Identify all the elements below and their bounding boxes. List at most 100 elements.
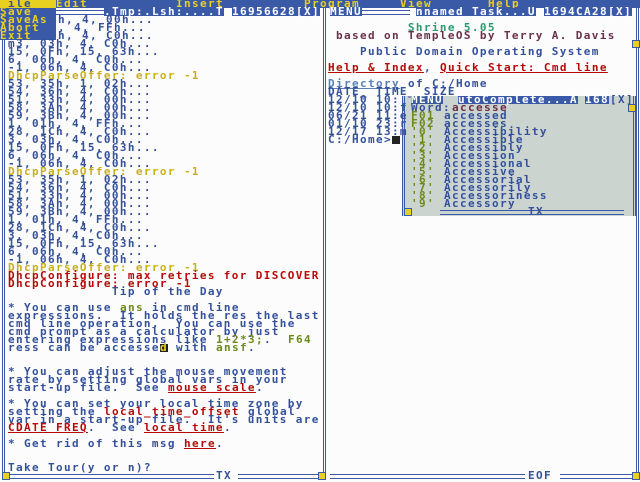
menu-button[interactable]: MENU (330, 5, 362, 18)
autocomplete-item[interactable]: Accessional (444, 157, 532, 170)
text: 06/21 11:e (328, 109, 408, 122)
text: F64 (288, 333, 312, 346)
autocomplete-key[interactable]: '3' (411, 149, 435, 162)
task-id: 16956628 (232, 5, 296, 18)
menu-program[interactable]: Program (304, 0, 360, 10)
text: 12/10 10: (328, 93, 400, 106)
autocomplete-key[interactable]: '4' (411, 157, 435, 170)
text: . (216, 437, 224, 450)
menu-item-saveas[interactable]: SaveAs (0, 13, 48, 26)
text: local_time_offset (104, 405, 240, 418)
autocomplete-key[interactable]: '7' (411, 181, 435, 194)
autocomplete-key[interactable]: '0' (411, 125, 435, 138)
text: 53, 35h, 1, 02h... (8, 77, 152, 90)
autocomplete-key[interactable]: '1' (411, 133, 435, 146)
text: 53, 35h, 1, 02h... (8, 173, 152, 186)
file-menu-dropdown (0, 8, 56, 40)
text: based on TempleOS by Terry A. Davis (328, 29, 616, 42)
text: DhcpConfigure: max retries for DISCOVER (8, 269, 320, 282)
autocomplete-key[interactable]: F01 (411, 109, 435, 122)
link[interactable]: CDATE FREQ (8, 421, 88, 434)
text: . See (88, 421, 144, 434)
autocomplete-item[interactable]: Accessibility (444, 125, 548, 138)
autocomplete-item[interactable]: accessed (444, 109, 508, 122)
menu-item-abort[interactable]: Abort (0, 21, 40, 34)
text: -1, 06h, 4, C0h... (8, 253, 152, 266)
autocomplete-key[interactable]: '6' (411, 173, 435, 186)
link[interactable]: d (160, 341, 168, 354)
text: rate by setting global vars in your (8, 373, 288, 386)
resize-handle[interactable] (632, 472, 640, 480)
link[interactable]: mouse scale (168, 381, 256, 394)
text: 3, 03h, 4, C0h... (8, 133, 144, 146)
menu-item-exit[interactable]: Exit (0, 29, 32, 42)
resize-handle[interactable] (2, 472, 10, 480)
menu-ile[interactable]: ile (0, 0, 56, 9)
window-border (238, 474, 322, 479)
resize-handle[interactable] (404, 208, 412, 216)
text: 58, 3Ah, 4, 00h... (8, 197, 152, 210)
resize-handle[interactable] (628, 104, 636, 112)
close-button[interactable]: [X] (610, 93, 634, 106)
autocomplete-window (402, 96, 636, 216)
text: setting the (8, 405, 104, 418)
menu-button[interactable]: MENU (411, 93, 443, 106)
menu-item-save[interactable]: Save (0, 5, 32, 18)
text: . (224, 421, 232, 434)
text: 59, 3Bh, 4, 00h... (8, 109, 152, 122)
text: 15, 0Fh, 15, 63h... (8, 237, 160, 250)
menu-view[interactable]: View (400, 0, 432, 10)
menu-bar (0, 0, 640, 8)
text: cmd line operation. You can use the (8, 317, 296, 330)
window-border (330, 10, 410, 15)
text: 28, 1Ch, 4, C0h... (8, 125, 152, 138)
autocomplete-item[interactable]: Accessory (444, 197, 516, 210)
autocomplete-item[interactable]: Accessible (444, 133, 524, 146)
text: 54, 36h, 4, C0h... (8, 85, 152, 98)
text: entering expressions like (8, 333, 216, 346)
autocomplete-item[interactable]: Accessibly (444, 141, 524, 154)
autocomplete-key[interactable]: '9' (411, 197, 435, 210)
text: global (240, 405, 296, 418)
text: , 4, FFh... (58, 21, 146, 34)
autocomplete-item[interactable]: Accession (444, 149, 516, 162)
text: start-up file. See (8, 381, 168, 394)
autocomplete-key[interactable]: F02 (411, 117, 435, 130)
autocomplete-item[interactable]: Accessorial (444, 173, 532, 186)
text: 3, 03h, 4, C0h... (8, 229, 144, 242)
text: 6, 06h, 4, C0h... (8, 149, 144, 162)
text: * You can set your local time zone by (8, 397, 304, 410)
resize-handle[interactable] (632, 40, 640, 48)
text: * Get rid of this msg (8, 437, 184, 450)
window-border (440, 210, 624, 215)
menu-help[interactable]: Help (488, 0, 520, 10)
autocomplete-key[interactable]: '2' (411, 141, 435, 154)
text: * You can use (8, 301, 120, 314)
close-button[interactable]: [X] (296, 5, 320, 18)
link[interactable]: here (184, 437, 216, 450)
menu-insert[interactable]: Insert (176, 0, 224, 10)
autocomplete-item[interactable]: Accessorily (444, 181, 532, 194)
text: 1+2*3; (216, 333, 264, 346)
resize-handle[interactable] (318, 472, 326, 480)
menu-edit[interactable]: Edit (56, 0, 88, 10)
link[interactable] (392, 136, 400, 144)
text: . (256, 381, 264, 394)
close-button[interactable]: [X] (608, 5, 632, 18)
window-border (56, 10, 104, 15)
link[interactable]: local time (144, 421, 224, 434)
link[interactable]: Help & Index (328, 61, 424, 74)
text: 12/17 13:m (328, 125, 408, 138)
autocomplete-key[interactable]: '8' (411, 189, 435, 202)
status-tx: TX (216, 469, 232, 482)
text: in cmd line (144, 301, 240, 314)
autocomplete-key[interactable]: '5' (411, 165, 435, 178)
text: 28, 1Ch, 4, C0h... (8, 221, 152, 234)
text: 15, 0Fh, 15, 63h... (8, 141, 160, 154)
autocomplete-item[interactable]: accesses (444, 117, 508, 130)
text: -1, 06h, 4, C0h... (8, 61, 152, 74)
link[interactable]: Quick Start: Cmd line (440, 61, 608, 74)
autocomplete-item[interactable]: Accessive (444, 165, 516, 178)
link[interactable]: Directory (328, 77, 400, 90)
autocomplete-item[interactable]: Accessoriness (444, 189, 548, 202)
